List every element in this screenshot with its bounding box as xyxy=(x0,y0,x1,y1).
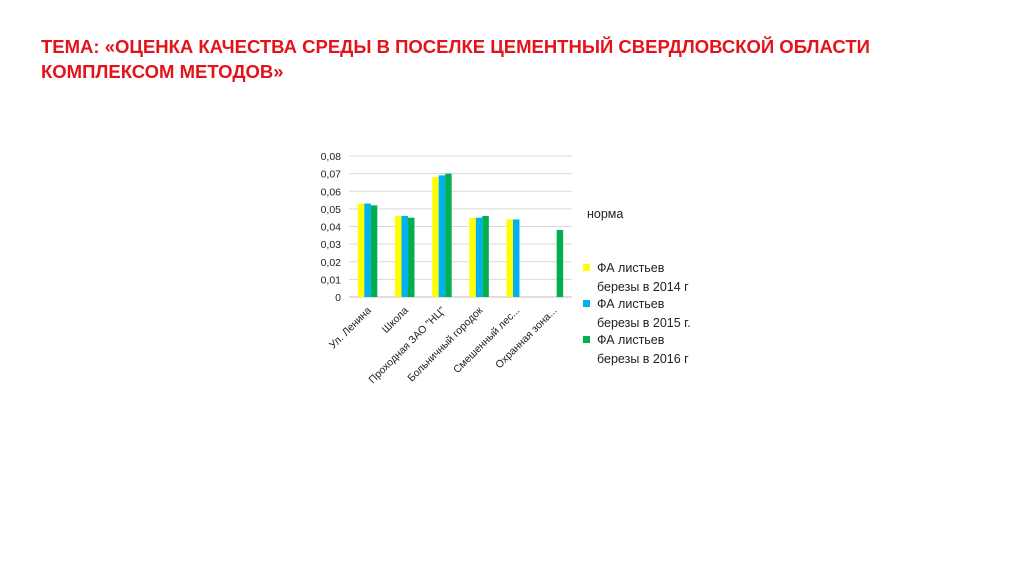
y-tick-label: 0 xyxy=(335,292,341,304)
bar xyxy=(395,215,402,297)
legend-label: ФА листьев xyxy=(597,261,665,275)
legend-label: ФА листьев xyxy=(597,333,665,347)
y-tick-label: 0,08 xyxy=(321,151,342,163)
bar xyxy=(364,203,371,297)
slide-title: ТЕМА: «ОЦЕНКА КАЧЕСТВА СРЕДЫ В ПОСЕЛКЕ Ц… xyxy=(41,34,1001,84)
legend-swatch xyxy=(583,336,590,343)
bar xyxy=(556,230,564,297)
y-axis-ticks: 0 0,01 0,02 0,03 0,04 0,05 0,06 0,07 0,08 xyxy=(321,151,342,304)
y-tick-label: 0,01 xyxy=(321,274,342,286)
legend-swatch xyxy=(583,300,590,307)
bar xyxy=(401,215,408,297)
bar xyxy=(438,175,446,297)
bar xyxy=(408,217,415,297)
y-tick-label: 0,03 xyxy=(321,239,342,251)
x-tick-label: Смешенный лес... xyxy=(451,305,522,376)
bars xyxy=(357,173,564,297)
legend-label: березы в 2014 г xyxy=(597,280,689,294)
legend-label: ФА листьев xyxy=(597,297,665,311)
legend-label: березы в 2015 г. xyxy=(597,316,691,330)
y-tick-label: 0,02 xyxy=(321,257,342,269)
bar xyxy=(432,177,439,297)
bar xyxy=(370,205,378,297)
bar xyxy=(513,219,520,297)
y-tick-label: 0,07 xyxy=(321,169,342,181)
grid-lines xyxy=(349,155,572,298)
y-tick-label: 0,06 xyxy=(321,186,342,198)
y-tick-label: 0,05 xyxy=(321,204,342,216)
legend: норма ФА листьев березы в 2014 г ФА листьев… xyxy=(583,207,691,366)
bar xyxy=(445,173,452,297)
bar xyxy=(469,217,476,297)
slide-title-line-2: КОМПЛЕКСОМ МЕТОДОВ» xyxy=(41,61,284,82)
x-tick-label: Школа xyxy=(380,305,411,336)
slide-title-line-1: ТЕМА: «ОЦЕНКА КАЧЕСТВА СРЕДЫ В ПОСЕЛКЕ Ц… xyxy=(41,36,870,57)
legend-label: березы в 2016 г xyxy=(597,352,689,366)
bar xyxy=(506,219,513,297)
bar xyxy=(482,215,489,297)
y-tick-label: 0,04 xyxy=(321,222,342,234)
legend-norm-label: норма xyxy=(587,207,623,221)
x-tick-label: Ул. Ленина xyxy=(327,305,374,352)
legend-swatch xyxy=(583,264,590,271)
bar xyxy=(475,217,483,297)
bar xyxy=(357,203,365,297)
